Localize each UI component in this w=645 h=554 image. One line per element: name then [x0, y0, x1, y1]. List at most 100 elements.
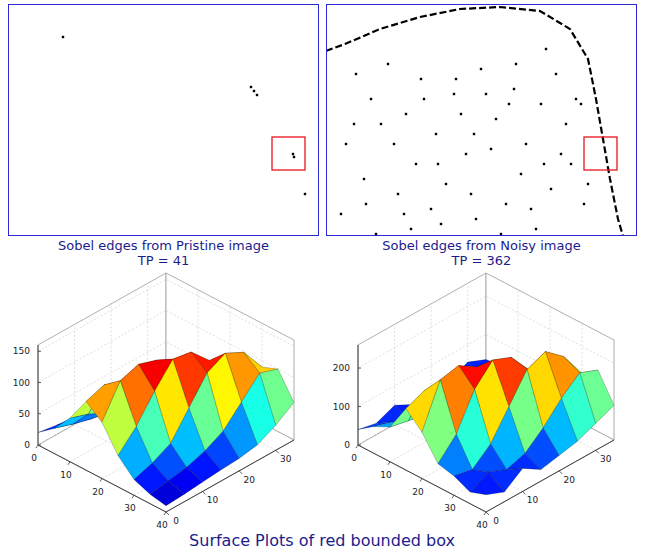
edge-pixel	[485, 93, 487, 95]
edge-pixel	[575, 98, 577, 100]
edge-pixel	[403, 213, 405, 215]
edge-pixel	[397, 193, 399, 195]
edge-pixel	[543, 163, 545, 165]
tick	[38, 351, 41, 352]
tick	[358, 368, 361, 369]
tick-label: 20	[563, 475, 575, 485]
edge-pixel	[304, 193, 306, 195]
tick-label: 20	[412, 487, 424, 497]
panel-subtitle: TP = 41	[137, 253, 189, 268]
tick-label: 40	[476, 520, 488, 530]
tick	[100, 479, 102, 482]
edge-image-background	[326, 4, 637, 236]
tick-label: 150	[13, 346, 30, 356]
panel-title: Sobel edges from Noisy image	[382, 238, 580, 253]
surface-cell	[507, 454, 541, 470]
surface-cell	[54, 414, 88, 428]
edge-pixel	[393, 143, 395, 145]
edge-pixel	[292, 153, 294, 155]
axis-line	[358, 345, 359, 445]
tick	[559, 471, 562, 474]
tick-label: 30	[444, 503, 456, 513]
surface-plot: 01002000102030400102030	[333, 273, 614, 530]
tick	[38, 445, 41, 446]
surface-cell	[472, 444, 506, 472]
tick-label: 0	[24, 440, 30, 450]
tick	[420, 479, 422, 482]
tick	[596, 450, 599, 453]
tick-label: 100	[13, 378, 30, 388]
edge-pixel	[250, 86, 252, 88]
axis-line	[38, 345, 39, 445]
edge-pixel	[525, 143, 527, 145]
edge-pixel	[570, 163, 572, 165]
tick	[132, 495, 134, 498]
tick-label: 0	[344, 440, 350, 450]
edge-pixel	[387, 63, 389, 65]
figure-caption: Surface Plots of red bounded box	[189, 531, 455, 550]
tick-label: 20	[92, 487, 104, 497]
edge-pixel	[435, 133, 437, 135]
tick-label: 100	[333, 402, 350, 412]
tick-label: 0	[351, 453, 357, 463]
edge-pixel	[470, 193, 472, 195]
edge-pixel	[475, 218, 477, 220]
surface-plot: 0501001500102030400102030	[13, 273, 294, 530]
edge-image-background	[8, 4, 319, 236]
grid-line	[75, 324, 203, 491]
panel-title: Sobel edges from Pristine image	[58, 238, 269, 253]
surface-cell	[438, 434, 472, 476]
edge-points	[62, 36, 306, 195]
edge-pixel	[445, 183, 447, 185]
tick-label: 10	[207, 495, 219, 505]
tick-label: 30	[124, 503, 136, 513]
surface-cell	[470, 472, 504, 495]
tick	[484, 512, 486, 515]
tick	[38, 382, 41, 383]
tick-label: 50	[19, 409, 31, 419]
tick	[523, 491, 526, 494]
tick	[38, 413, 41, 414]
edge-pixel	[580, 103, 582, 105]
edge-pixel	[410, 228, 412, 230]
grid-line	[166, 340, 294, 512]
surface-cell	[150, 481, 184, 506]
edge-pixel	[555, 73, 557, 75]
roi-box	[272, 137, 305, 170]
edge-pixel	[505, 203, 507, 205]
tick	[239, 471, 242, 474]
edge-pixel	[363, 178, 365, 180]
edge-pixel	[515, 63, 517, 65]
edge-pixel	[293, 156, 295, 158]
tick-label: 30	[280, 454, 292, 464]
tick	[276, 450, 279, 453]
panel-border	[9, 5, 319, 236]
edge-pixel	[405, 113, 407, 115]
edge-pixel	[440, 223, 442, 225]
edge-pixel	[520, 173, 522, 175]
grid-line	[134, 323, 262, 495]
edge-pixel	[380, 123, 382, 125]
tick-label: 200	[333, 363, 350, 373]
grid-line	[486, 340, 614, 512]
edge-pixel	[256, 94, 258, 96]
tick-label: 20	[243, 475, 255, 485]
edge-pixel	[453, 93, 455, 95]
tick-label: 40	[156, 520, 168, 530]
edge-pixel	[437, 163, 439, 165]
tick	[358, 406, 361, 407]
edge-pixel	[508, 103, 510, 105]
edge-pixel	[530, 208, 532, 210]
edge-pixel	[490, 148, 492, 150]
tick	[166, 512, 169, 515]
tick	[164, 512, 166, 515]
grid-line	[395, 324, 523, 491]
tick	[203, 491, 206, 494]
tick	[388, 462, 390, 465]
panel-subtitle: TP = 362	[451, 253, 512, 268]
edge-pixel	[415, 163, 417, 165]
edge-pixel	[535, 228, 537, 230]
roi-box	[584, 137, 617, 170]
edge-pixel	[583, 203, 585, 205]
tick-label: 10	[380, 470, 392, 480]
